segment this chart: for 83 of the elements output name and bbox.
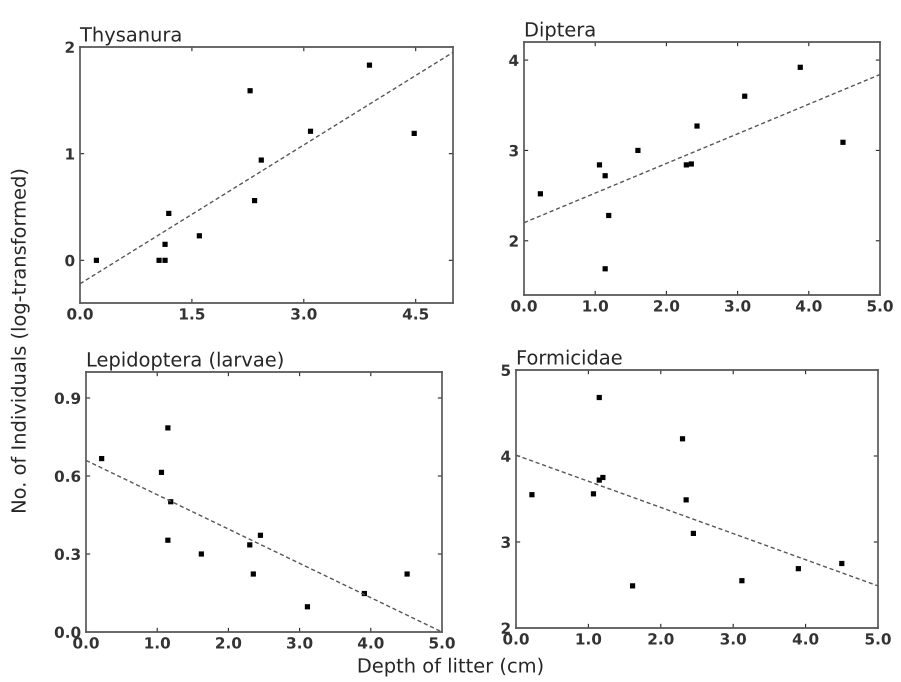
x-tick-label: 2.0 <box>648 633 674 645</box>
point <box>258 532 264 538</box>
point <box>796 566 801 572</box>
point <box>596 162 602 168</box>
y-tick-label: 0.6 <box>54 470 80 482</box>
y-tick-label: 4 <box>509 54 518 66</box>
x-tick-label: 3.0 <box>287 637 312 649</box>
point <box>694 123 700 129</box>
y-tick-label: 3 <box>502 536 510 548</box>
point <box>630 583 636 588</box>
point <box>538 191 543 196</box>
point <box>258 157 264 163</box>
y-tick-label: 0.9 <box>54 392 80 404</box>
point <box>590 491 596 496</box>
point <box>690 530 696 536</box>
point <box>798 64 803 70</box>
x-axis-title: Depth of litter (cm) <box>358 658 542 677</box>
x-tick-label: 5.0 <box>868 300 893 312</box>
point <box>688 161 694 167</box>
y-axis-title: No. of Individuals (log-transformed) <box>10 170 30 512</box>
chart-title: Lepidoptera (larvae) <box>88 352 283 370</box>
point <box>684 162 689 168</box>
point <box>156 258 162 263</box>
y-tick-label: 3 <box>510 144 518 156</box>
y-tick-label: 2 <box>66 41 74 53</box>
x-tick-label: 2.0 <box>216 637 242 649</box>
y-tick-label: 1 <box>66 148 74 160</box>
point <box>529 492 535 498</box>
x-tick-label: 4.0 <box>796 300 822 312</box>
point <box>247 542 252 548</box>
point <box>739 578 744 584</box>
x-tick-label: 4.5 <box>402 308 428 320</box>
point <box>304 604 310 610</box>
point <box>600 474 606 480</box>
point <box>198 551 204 557</box>
y-tick-label: 5 <box>502 364 510 376</box>
chart-title: Formicidae <box>518 350 622 365</box>
point <box>166 210 172 216</box>
x-tick-label: 1.5 <box>180 308 204 320</box>
point <box>602 173 608 178</box>
point <box>165 538 170 543</box>
x-tick-label: 3.0 <box>291 308 317 320</box>
point <box>366 62 372 68</box>
y-tick-label: 4 <box>501 450 510 462</box>
x-tick-label: 5.0 <box>430 637 455 649</box>
point <box>165 425 170 430</box>
point <box>196 233 202 238</box>
x-tick-label: 1.0 <box>145 637 170 649</box>
y-tick-label: 2 <box>510 235 518 247</box>
point <box>162 242 168 247</box>
point <box>252 198 258 204</box>
point <box>742 94 748 99</box>
x-tick-label: 0.0 <box>73 637 99 649</box>
point <box>840 140 846 145</box>
x-tick-label: 3.0 <box>720 633 746 645</box>
x-tick-label: 2.0 <box>654 300 680 312</box>
point <box>308 128 314 134</box>
point <box>404 571 410 577</box>
point <box>158 470 164 475</box>
point <box>839 560 844 566</box>
point <box>684 497 689 502</box>
point <box>602 266 608 272</box>
chart-title: Diptera <box>526 22 594 40</box>
point <box>250 571 256 577</box>
x-tick-label: 4.0 <box>792 633 818 645</box>
point <box>162 258 168 263</box>
x-tick-label: 4.0 <box>358 637 384 649</box>
x-tick-label: 3.0 <box>725 300 750 312</box>
point <box>99 456 104 462</box>
point <box>680 436 686 442</box>
x-tick-label: 1.0 <box>576 633 602 645</box>
chart-title: Thysanura <box>80 26 181 46</box>
point <box>635 148 641 154</box>
x-tick-label: 1.0 <box>583 300 608 312</box>
point <box>247 88 253 94</box>
y-tick-label: 0.3 <box>54 548 80 560</box>
point <box>596 394 602 400</box>
point <box>412 130 417 136</box>
y-tick-label: 2 <box>502 622 510 634</box>
x-tick-label: 5.0 <box>866 633 891 645</box>
y-tick-label: 0 <box>65 254 74 266</box>
point <box>94 258 100 263</box>
point <box>606 212 612 218</box>
